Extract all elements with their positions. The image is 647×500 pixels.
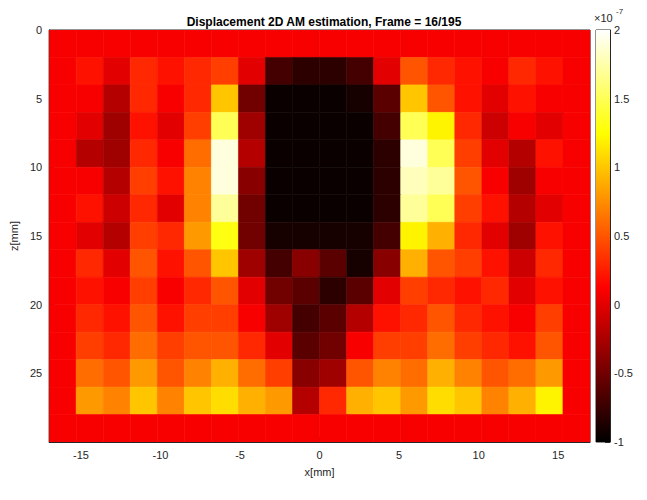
svg-text:1.5: 1.5 bbox=[614, 93, 629, 105]
svg-text:15: 15 bbox=[552, 449, 564, 461]
svg-text:1: 1 bbox=[614, 161, 620, 173]
svg-text:10: 10 bbox=[30, 161, 42, 173]
svg-text:-5: -5 bbox=[235, 449, 245, 461]
svg-text:5: 5 bbox=[36, 93, 42, 105]
svg-text:-0.5: -0.5 bbox=[614, 367, 633, 379]
svg-text:5: 5 bbox=[396, 449, 402, 461]
svg-text:×10: ×10 bbox=[594, 12, 613, 24]
svg-text:-15: -15 bbox=[73, 449, 89, 461]
svg-text:x[mm]: x[mm] bbox=[305, 466, 335, 478]
svg-text:0: 0 bbox=[614, 299, 620, 311]
svg-text:2: 2 bbox=[614, 24, 620, 36]
svg-text:10: 10 bbox=[473, 449, 485, 461]
svg-text:25: 25 bbox=[30, 367, 42, 379]
svg-text:0.5: 0.5 bbox=[614, 230, 629, 242]
svg-text:-7: -7 bbox=[616, 7, 624, 16]
svg-text:-1: -1 bbox=[614, 436, 624, 448]
svg-text:0: 0 bbox=[317, 449, 323, 461]
svg-text:20: 20 bbox=[30, 299, 42, 311]
svg-text:15: 15 bbox=[30, 230, 42, 242]
svg-text:-10: -10 bbox=[153, 449, 169, 461]
svg-text:z[mm]: z[mm] bbox=[8, 221, 20, 251]
svg-text:Displacement 2D AM estimation,: Displacement 2D AM estimation, Frame = 1… bbox=[187, 15, 462, 29]
svg-text:0: 0 bbox=[36, 24, 42, 36]
